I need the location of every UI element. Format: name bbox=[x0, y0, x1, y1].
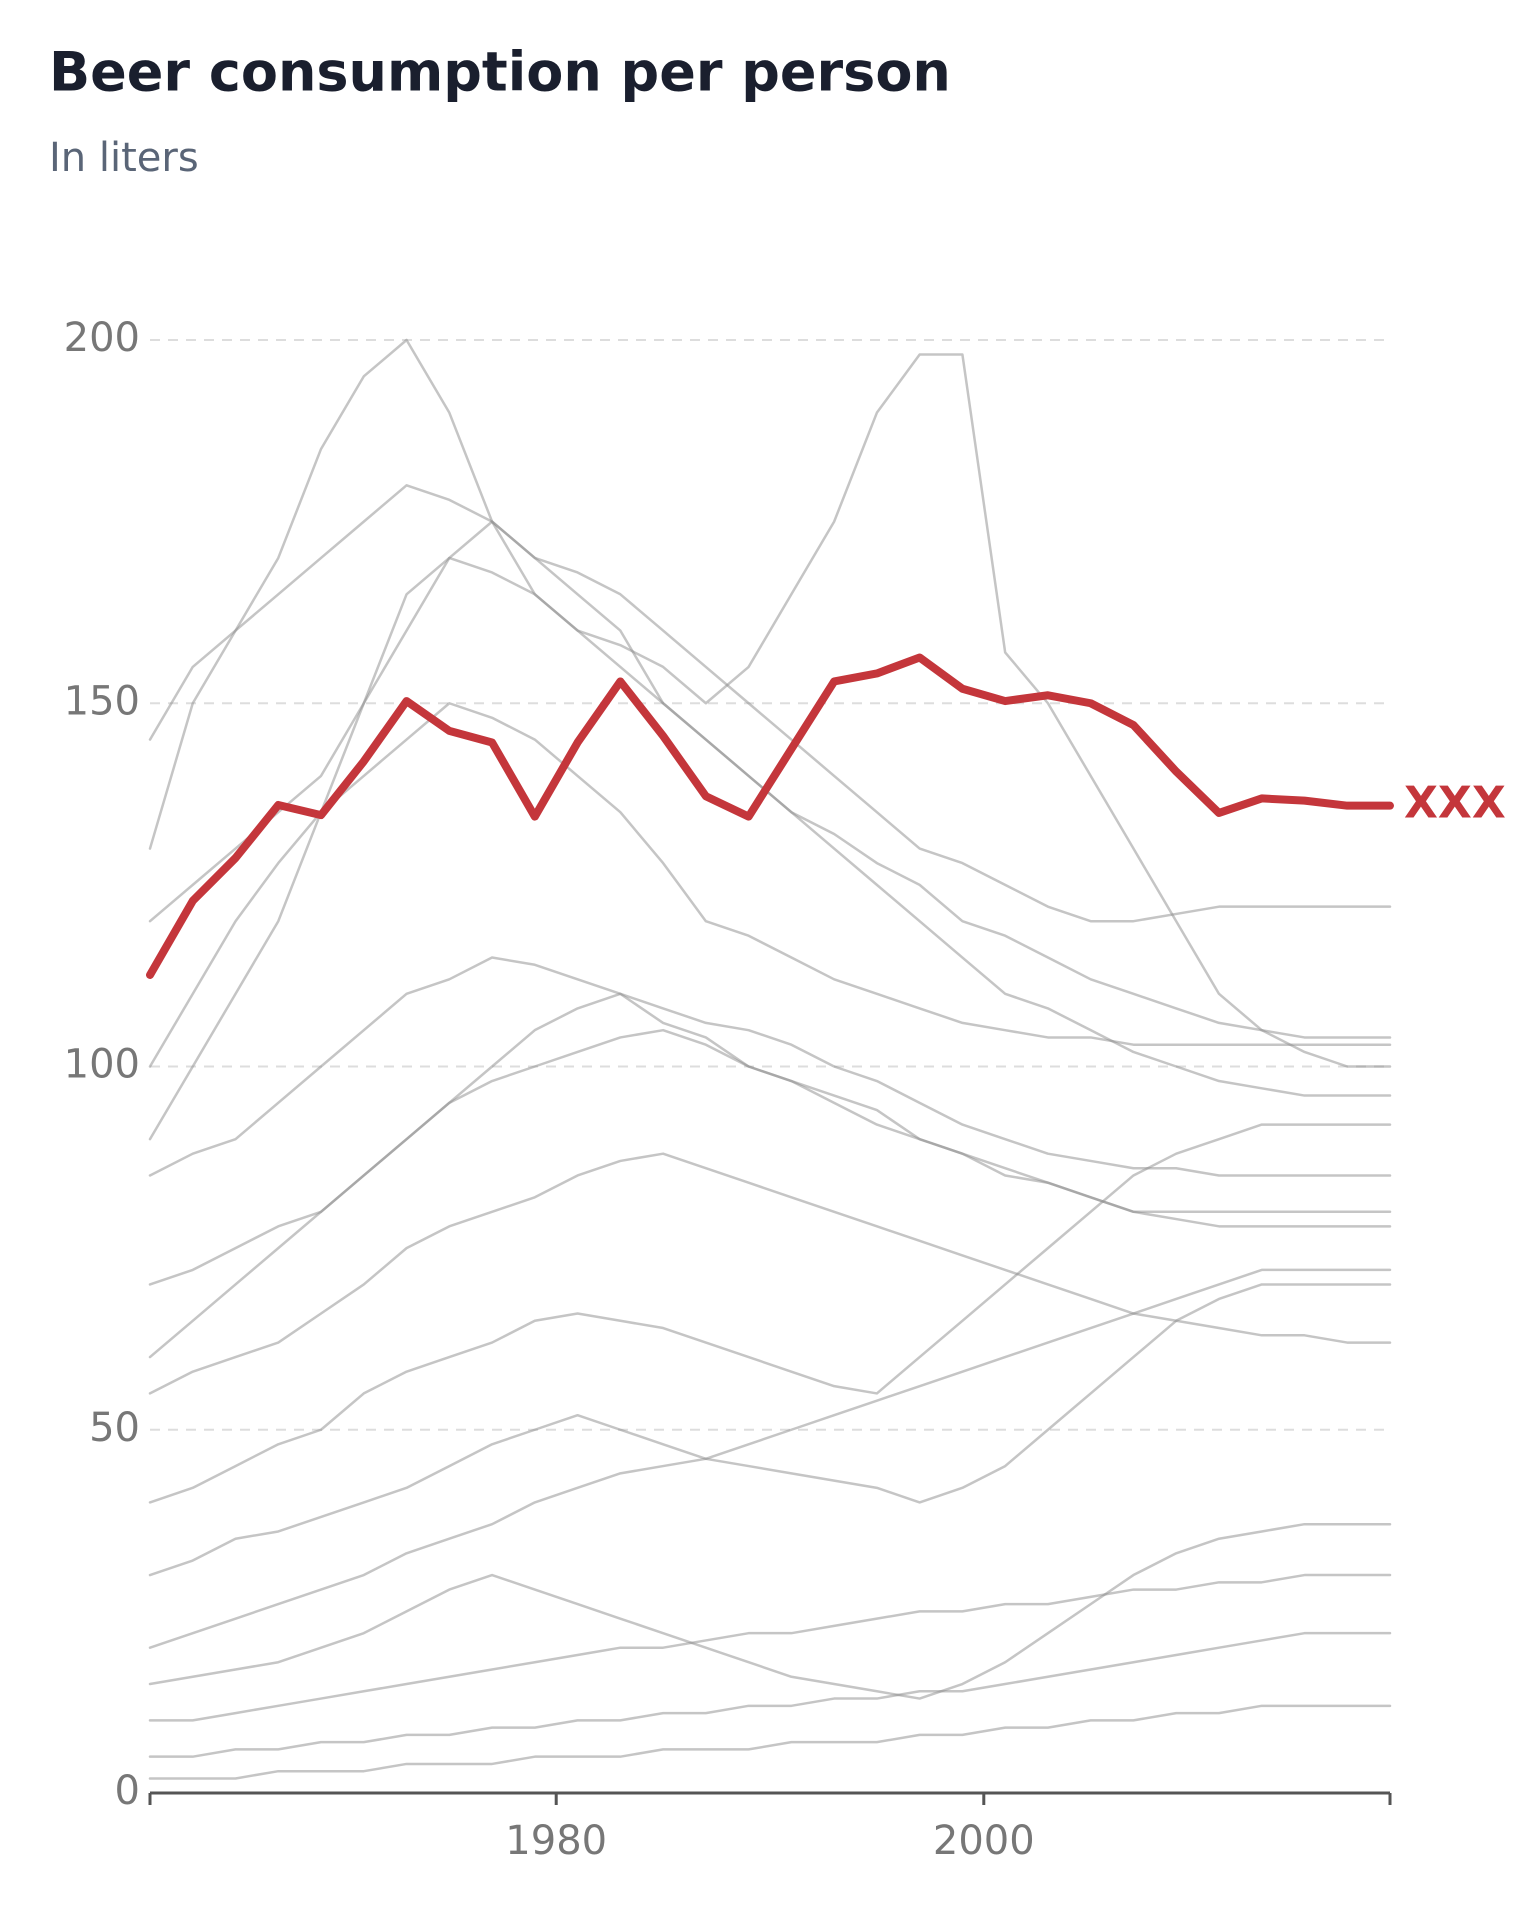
country-line bbox=[148, 1268, 1392, 1649]
country-line bbox=[148, 1631, 1392, 1758]
country-line bbox=[148, 1123, 1392, 1504]
highlight-line bbox=[146, 653, 1394, 979]
chart-title: Beer consumption per person bbox=[49, 41, 951, 104]
country-line bbox=[148, 1573, 1392, 1722]
country-line bbox=[148, 956, 1392, 1177]
country-line bbox=[148, 520, 1392, 1039]
series-label: XXX bbox=[1404, 778, 1506, 829]
y-tick-label: 150 bbox=[64, 678, 140, 724]
country-line bbox=[148, 1152, 1392, 1395]
y-tick-label: 0 bbox=[115, 1768, 140, 1814]
x-tick-label: 2000 bbox=[933, 1818, 1035, 1864]
country-line bbox=[148, 353, 1392, 1141]
country-line bbox=[148, 484, 1392, 923]
country-line bbox=[148, 1704, 1392, 1780]
y-tick-label: 100 bbox=[64, 1042, 140, 1088]
x-tick-label: 1980 bbox=[505, 1818, 607, 1864]
country-line bbox=[148, 1522, 1392, 1700]
country-line bbox=[148, 1283, 1392, 1577]
chart-subtitle: In liters bbox=[49, 135, 199, 181]
country-line bbox=[148, 702, 1392, 1068]
y-tick-label: 50 bbox=[89, 1405, 140, 1451]
y-tick-label: 200 bbox=[64, 315, 140, 361]
country-line bbox=[148, 1028, 1392, 1359]
country-line bbox=[148, 338, 1392, 1097]
